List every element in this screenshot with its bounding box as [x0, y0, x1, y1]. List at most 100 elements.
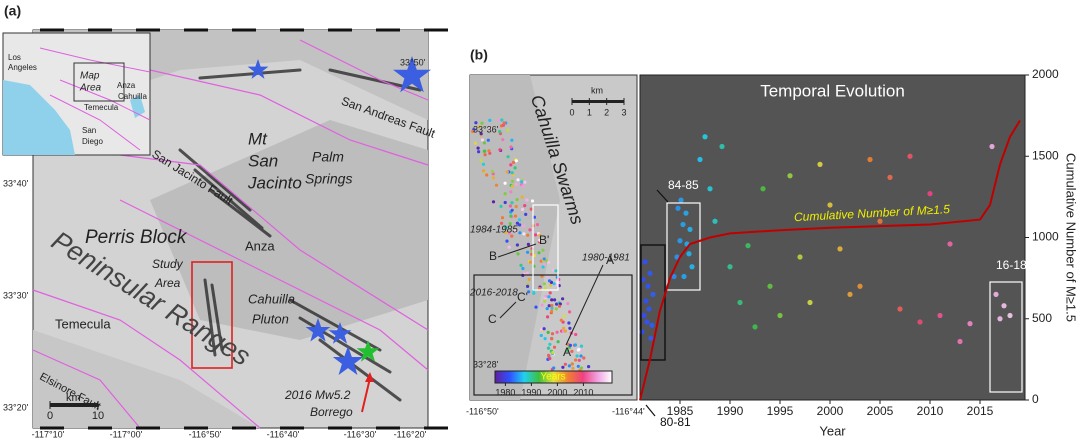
seismicity-dot: [498, 148, 502, 152]
seismicity-dot: [535, 223, 540, 227]
event-point: [707, 186, 713, 192]
seismicity-dot: [522, 224, 526, 228]
seismicity-dot: [499, 204, 503, 208]
seismicity-dot: [500, 118, 504, 122]
scale-bar: [50, 403, 98, 407]
event-point: [642, 259, 648, 265]
x-tick-label: 1990: [717, 404, 744, 418]
seismicity-dot: [486, 138, 490, 142]
seismicity-dot: [522, 232, 526, 236]
annotation: 80-81: [660, 415, 691, 429]
seismicity-dot: [543, 299, 547, 303]
seismicity-dot: [515, 221, 520, 225]
seismicity-dot: [507, 231, 511, 235]
seismicity-dot: [574, 358, 578, 362]
seismicity-dot: [519, 263, 523, 267]
seismicity-dot: [509, 214, 513, 218]
seismicity-dot: [526, 284, 530, 288]
seismicity-dot: [534, 305, 538, 309]
y-coordinate-label: 33°50': [400, 57, 426, 67]
seismicity-dot: [540, 303, 544, 307]
swarm-box: [532, 204, 559, 291]
seismicity-dot: [506, 155, 510, 159]
seismicity-dot: [555, 302, 559, 306]
event-point: [797, 254, 803, 260]
x-coordinate-label: -116°30': [344, 429, 377, 439]
map-label: Area: [154, 276, 181, 290]
seismicity-dot: [550, 332, 555, 336]
map-label: B: [489, 249, 497, 263]
seismicity-dot: [573, 343, 578, 347]
map-label: Study: [152, 257, 184, 271]
event-point: [677, 238, 683, 244]
arrow-head: [365, 372, 374, 382]
seismicity-dot: [548, 291, 552, 295]
map-label: Mt: [248, 129, 268, 148]
event-point: [847, 291, 853, 297]
x-tick-label: 2015: [967, 404, 994, 418]
seismicity-dot: [498, 130, 502, 134]
seismicity-dot: [488, 127, 492, 131]
map-label: Pluton: [252, 311, 289, 326]
event-point: [719, 143, 725, 150]
seismicity-dot: [538, 233, 542, 237]
event-point: [877, 218, 883, 224]
seismicity-dot: [488, 118, 492, 122]
inset-sea: [3, 80, 75, 155]
annotation-box: [640, 244, 666, 361]
seismicity-dot: [568, 310, 572, 314]
cross-sections: [497, 243, 604, 346]
seismicity-dot: [565, 349, 569, 353]
seismicity-dot: [579, 354, 583, 358]
seismicity-dot: [526, 233, 530, 237]
seismicity-dot: [541, 248, 545, 252]
seismicity-dot: [543, 286, 548, 290]
event-point: [697, 156, 703, 163]
seismicity-dot: [503, 200, 507, 205]
seismicity-dot: [510, 234, 514, 238]
x-coordinate-label: -117°10': [32, 429, 65, 439]
event-point: [1007, 312, 1013, 319]
map-a: [2, 29, 431, 429]
annotation-box: [666, 202, 701, 291]
seismicity-dot: [482, 141, 486, 145]
seismicity-dot: [545, 307, 549, 311]
seismicity-dot: [503, 192, 507, 196]
seismicity-dot: [530, 199, 535, 203]
x-tick-label: 1995: [767, 404, 794, 418]
map-label: Springs: [305, 171, 352, 187]
map-label: Perris Block: [85, 227, 188, 248]
seismicity-dot: [508, 204, 512, 208]
seismicity-dot: [582, 356, 586, 360]
seismicity-dot: [550, 309, 554, 313]
seismicity-dot: [563, 329, 568, 333]
seismicity-dot: [491, 200, 496, 204]
seismicity-dot: [479, 158, 483, 162]
event-point: [639, 329, 645, 335]
seismicity-dot: [511, 160, 516, 164]
event-point: [712, 218, 718, 224]
event-point: [887, 174, 893, 180]
seismicity-dot: [518, 231, 522, 235]
seismicity-dot: [523, 204, 527, 208]
event-point: [837, 246, 843, 252]
seismicity-dot: [521, 184, 525, 188]
seismicity-dot: [579, 344, 584, 348]
seismicity-dot: [488, 151, 492, 155]
scale-tick-label: 0: [47, 410, 53, 422]
seismicity-dot: [534, 233, 538, 237]
seismicity-dot: [500, 221, 504, 225]
map-label: Map: [80, 71, 100, 82]
seismicity-dot: [503, 225, 507, 229]
x-coordinate-label: -116°44': [612, 406, 645, 416]
seismicity-dot: [491, 176, 495, 180]
event-point: [867, 156, 873, 163]
x-axis-label: Year: [819, 423, 846, 438]
y-coordinate-label: 33°36': [473, 124, 499, 134]
x-coordinate-label: -116°50': [189, 429, 222, 439]
event-point: [646, 306, 652, 312]
event-point: [648, 335, 654, 341]
zoom-box: [473, 274, 633, 396]
event-point: [827, 202, 833, 208]
